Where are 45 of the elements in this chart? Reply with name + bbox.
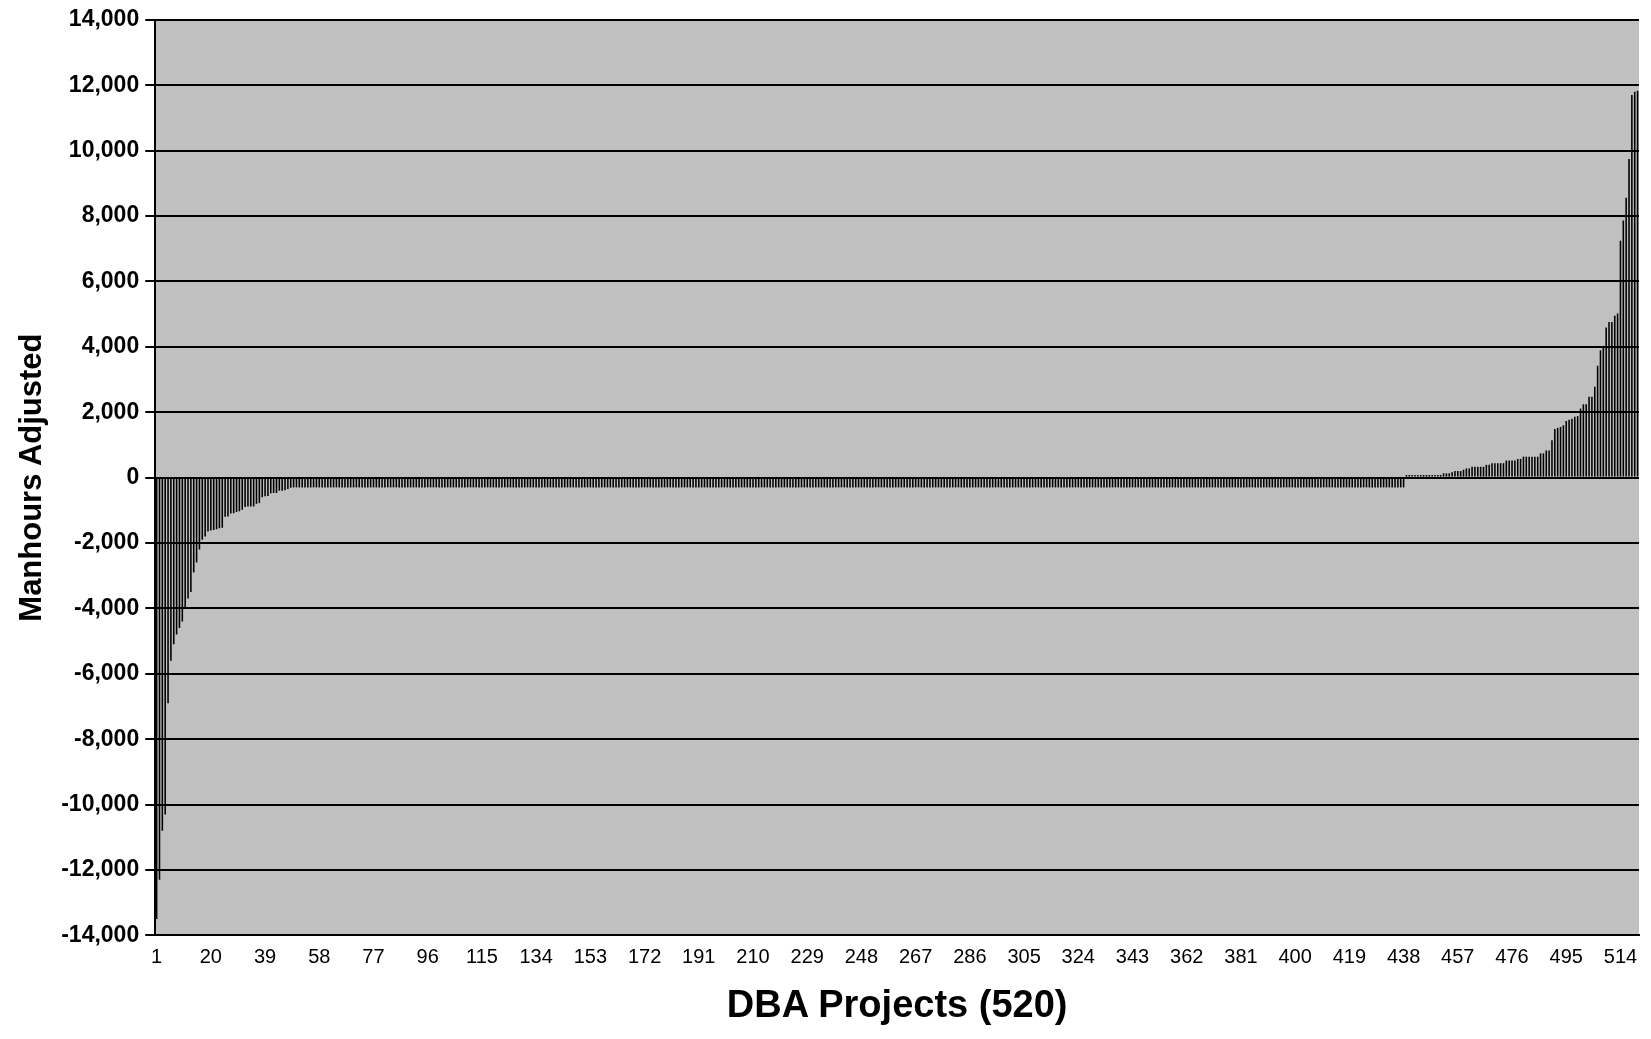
x-tick-label: 495 (1549, 944, 1583, 967)
x-tick-label: 514 (1603, 944, 1638, 967)
y-axis-title: Manhours Adjusted (13, 333, 49, 622)
x-tick-label: 153 (573, 944, 608, 967)
x-axis-title: DBA Projects (520) (726, 982, 1068, 1025)
x-tick-label: 1 (151, 944, 163, 967)
x-tick-label: 400 (1278, 944, 1312, 967)
x-tick-label: 457 (1441, 944, 1475, 967)
x-tick-label: 381 (1224, 944, 1258, 967)
x-tick-label: 134 (519, 944, 553, 967)
x-tick-label: 305 (1007, 944, 1041, 967)
y-tick-label: -8,000 (73, 724, 140, 751)
x-tick-label: 419 (1332, 944, 1367, 967)
y-tick-label: 2,000 (81, 397, 140, 424)
x-tick-label: 362 (1170, 944, 1204, 967)
x-tick-label: 115 (465, 944, 498, 967)
x-tick-label: 267 (898, 944, 933, 967)
x-tick-label: 191 (682, 944, 716, 967)
y-tick-label: -14,000 (61, 920, 140, 947)
y-tick-label: -6,000 (73, 659, 140, 686)
x-tick-label: 286 (953, 944, 987, 967)
x-tick-label: 438 (1386, 944, 1421, 967)
y-tick-label: -10,000 (61, 789, 140, 816)
x-tick-label: 324 (1061, 944, 1095, 967)
x-tick-label: 476 (1495, 944, 1529, 967)
y-tick-label: 8,000 (81, 201, 140, 228)
y-tick-label: -12,000 (61, 855, 140, 882)
x-tick-label: 39 (253, 944, 277, 967)
x-tick-label: 96 (416, 944, 439, 967)
x-tick-label: 20 (199, 944, 222, 967)
y-tick-label: 14,000 (68, 5, 140, 32)
x-tick-label: 229 (790, 944, 824, 967)
y-tick-label: -4,000 (73, 593, 140, 620)
x-tick-label: 77 (362, 944, 385, 967)
x-tick-label: 58 (308, 944, 331, 967)
x-tick-label: 343 (1115, 944, 1150, 967)
x-tick-label: 210 (736, 944, 770, 967)
y-tick-label: 4,000 (81, 332, 140, 359)
y-tick-label: 6,000 (81, 266, 140, 293)
y-tick-label: 12,000 (68, 70, 140, 97)
x-tick-label: 172 (627, 944, 662, 967)
y-tick-label: -2,000 (73, 528, 140, 555)
x-tick-label: 248 (844, 944, 879, 967)
y-tick-label: 0 (126, 462, 140, 489)
y-tick-label: 10,000 (68, 135, 140, 162)
